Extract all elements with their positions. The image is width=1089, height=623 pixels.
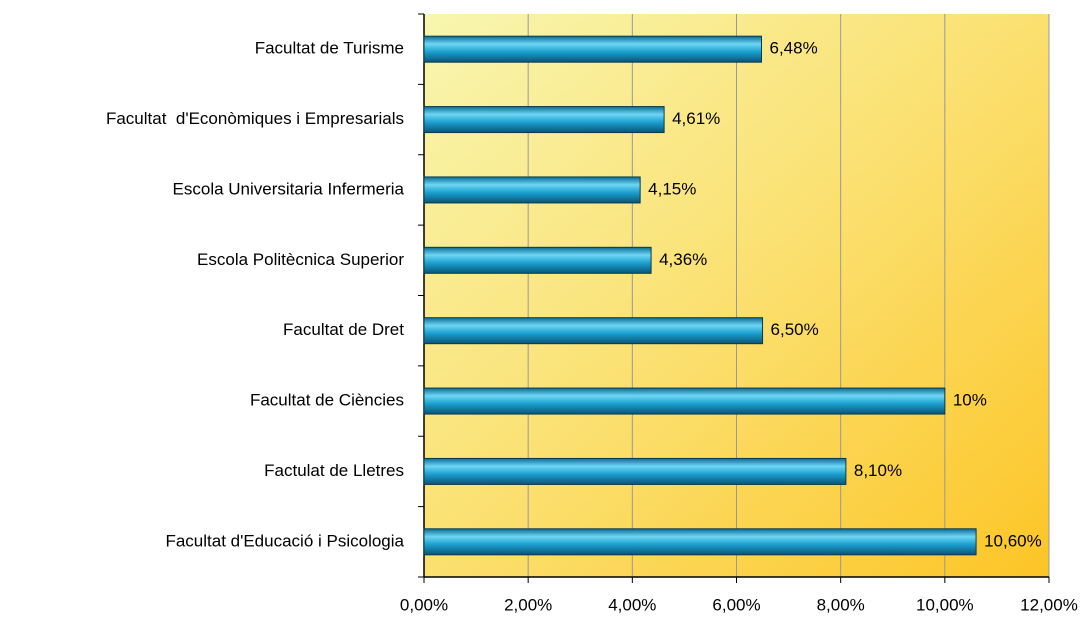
data-label: 10,60% [984,531,1042,550]
bar [423,246,652,274]
y-tick-label: Escola Universitaria Infermeria [173,179,405,198]
data-label: 4,36% [659,250,707,269]
y-tick-label: Facultat d'Econòmiques i Empresarials [106,109,404,128]
data-label: 4,61% [672,109,720,128]
x-tick-label: 8,00% [817,595,865,614]
x-tick-label: 4,00% [608,595,656,614]
x-tick-label: 2,00% [504,595,552,614]
y-tick-label: Facultat de Ciències [250,391,404,410]
x-tick-label: 10,00% [916,595,974,614]
bar [423,528,977,556]
data-label: 8,10% [854,461,902,480]
y-tick-label: Facultat d'Educació i Psicologia [165,531,404,550]
y-tick-label: Facultat de Turisme [255,39,404,58]
data-label: 4,15% [648,179,696,198]
y-tick-label: Factulat de Lletres [264,461,404,480]
data-label: 10% [953,391,987,410]
y-tick-label: Facultat de Dret [283,320,404,339]
bar [423,387,946,415]
bar [423,106,665,134]
bar [423,35,762,63]
data-label: 6,50% [771,320,819,339]
data-label: 6,48% [770,39,818,58]
bar [423,176,641,204]
x-tick-label: 6,00% [712,595,760,614]
x-tick-label: 12,00% [1020,595,1078,614]
bar [423,317,764,345]
x-tick-label: 0,00% [400,595,448,614]
bar [423,457,847,485]
y-tick-label: Escola Politècnica Superior [197,250,404,269]
